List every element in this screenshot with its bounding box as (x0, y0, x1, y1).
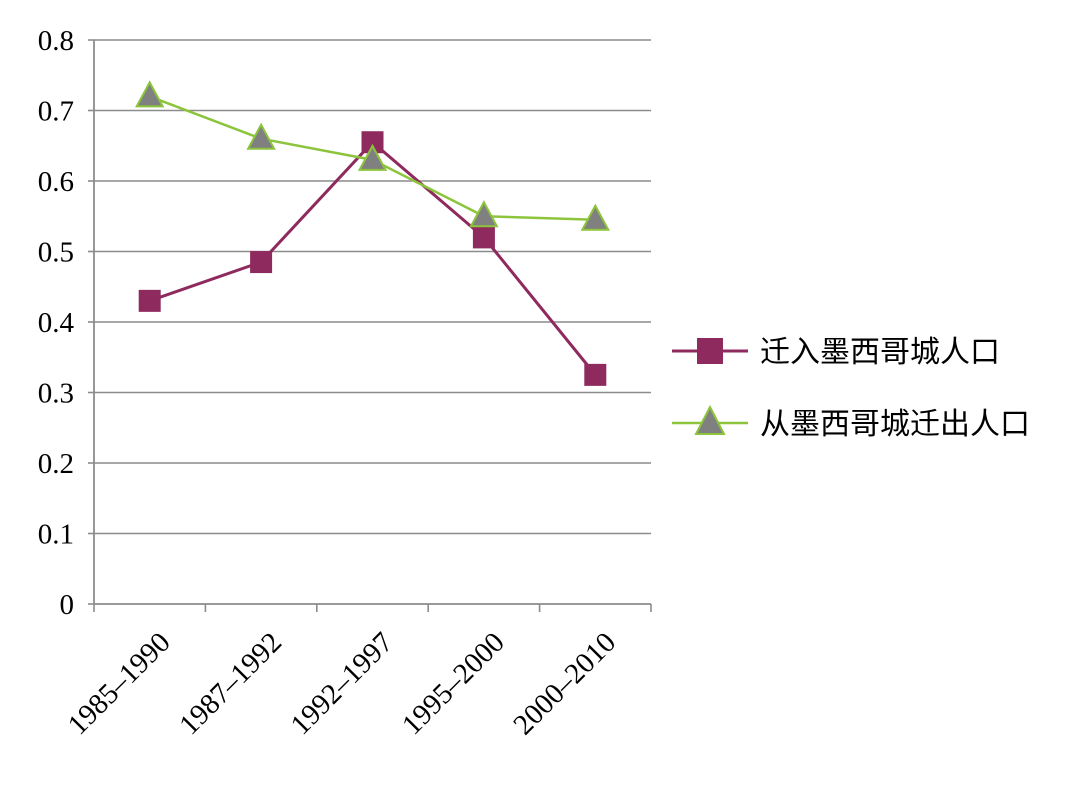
y-tick-label: 0.3 (38, 378, 74, 410)
series-outflow (135, 80, 610, 231)
data-point (469, 200, 499, 228)
data-point (138, 289, 161, 312)
data-point (580, 203, 610, 231)
x-tick-labels: 1985–19901987–19921992–19971995–20002000… (62, 626, 623, 741)
y-tick-labels: 0 0.1 0.2 0.3 0.4 0.5 0.6 0.7 0.8 (38, 25, 75, 621)
data-point (584, 363, 607, 386)
x-tick-label: 1985–1990 (62, 626, 177, 741)
y-tick-label: 0.2 (38, 448, 74, 480)
data-point (357, 143, 388, 171)
x-tick-label: 1987–1992 (173, 626, 288, 741)
y-tick-label: 0.8 (38, 25, 74, 57)
data-point (472, 226, 495, 249)
y-tick-label: 0 (60, 589, 75, 621)
x-tick-label: 2000–2010 (507, 626, 622, 741)
series-inflow (138, 131, 607, 386)
y-tick-label: 0.4 (38, 307, 75, 339)
series-group (135, 80, 610, 386)
gridlines (88, 39, 651, 605)
data-point (135, 80, 165, 108)
y-tick-label: 0.6 (38, 166, 74, 198)
data-point (361, 131, 384, 154)
legend-marker-outflow (694, 404, 726, 435)
data-point (246, 122, 276, 150)
axes (93, 40, 652, 612)
legend: 迁入墨西哥城人口 从墨西哥城迁出人口 (672, 335, 1030, 442)
y-tick-label: 0.7 (38, 96, 74, 128)
y-tick-label: 0.5 (38, 237, 74, 269)
legend-label-inflow: 迁入墨西哥城人口 (760, 335, 1000, 370)
y-tick-label: 0.1 (38, 519, 74, 551)
legend-item-inflow: 迁入墨西哥城人口 (672, 335, 1000, 370)
series-line (149, 140, 597, 376)
data-point (250, 251, 273, 274)
legend-marker-inflow (697, 338, 723, 364)
legend-item-outflow: 从墨西哥城迁出人口 (672, 404, 1030, 442)
x-tick-label: 1992–1997 (285, 626, 400, 741)
legend-label-outflow: 从墨西哥城迁出人口 (760, 407, 1030, 442)
x-tick-label: 1995–2000 (396, 626, 511, 741)
